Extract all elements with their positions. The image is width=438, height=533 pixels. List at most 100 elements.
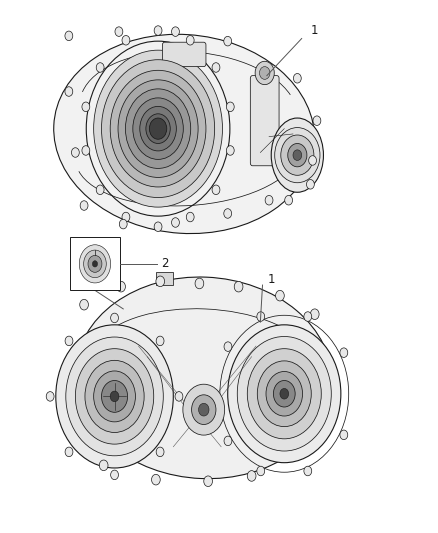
Circle shape — [288, 143, 307, 167]
Circle shape — [122, 212, 130, 222]
Circle shape — [247, 471, 256, 481]
FancyBboxPatch shape — [251, 76, 279, 166]
Circle shape — [237, 336, 331, 451]
Circle shape — [311, 309, 319, 319]
Bar — [156, 272, 173, 285]
Circle shape — [71, 148, 79, 157]
Circle shape — [65, 336, 73, 346]
Circle shape — [102, 381, 127, 413]
Circle shape — [224, 209, 232, 218]
Circle shape — [340, 348, 348, 358]
Ellipse shape — [75, 277, 332, 479]
Circle shape — [110, 70, 206, 187]
Circle shape — [82, 102, 90, 111]
Circle shape — [257, 361, 311, 426]
Circle shape — [154, 26, 162, 35]
Circle shape — [293, 74, 301, 83]
Circle shape — [255, 61, 274, 85]
Circle shape — [110, 391, 119, 402]
Text: 1: 1 — [311, 24, 318, 37]
Circle shape — [224, 36, 232, 46]
Circle shape — [84, 250, 106, 278]
Circle shape — [172, 217, 180, 227]
Circle shape — [191, 395, 216, 424]
Circle shape — [172, 27, 180, 36]
Circle shape — [266, 372, 303, 416]
Circle shape — [156, 276, 165, 287]
Circle shape — [186, 36, 194, 45]
Circle shape — [140, 107, 177, 151]
Circle shape — [340, 430, 348, 440]
Text: 1: 1 — [268, 273, 275, 286]
Circle shape — [88, 255, 102, 272]
Circle shape — [204, 476, 212, 487]
Circle shape — [257, 312, 265, 321]
Circle shape — [80, 201, 88, 211]
Circle shape — [247, 349, 321, 439]
Circle shape — [198, 403, 209, 416]
Circle shape — [304, 312, 312, 321]
Circle shape — [154, 222, 162, 231]
Circle shape — [175, 392, 183, 401]
Circle shape — [96, 63, 104, 72]
Circle shape — [102, 60, 215, 198]
Circle shape — [111, 313, 118, 322]
Circle shape — [281, 135, 314, 175]
Bar — [70, 237, 120, 290]
Circle shape — [117, 281, 125, 292]
Circle shape — [56, 325, 173, 468]
Circle shape — [65, 87, 73, 96]
Circle shape — [313, 116, 321, 125]
Circle shape — [156, 336, 164, 346]
Circle shape — [257, 466, 265, 476]
Circle shape — [280, 389, 289, 399]
Circle shape — [275, 127, 320, 183]
Circle shape — [94, 50, 223, 207]
Circle shape — [259, 67, 270, 79]
Circle shape — [46, 392, 54, 401]
Circle shape — [96, 185, 104, 195]
Circle shape — [212, 63, 220, 72]
Circle shape — [307, 180, 314, 189]
Circle shape — [65, 447, 73, 457]
Circle shape — [80, 300, 88, 310]
Ellipse shape — [54, 34, 314, 233]
Circle shape — [285, 196, 293, 205]
Circle shape — [183, 384, 225, 435]
Circle shape — [156, 447, 164, 457]
Circle shape — [195, 278, 204, 289]
Circle shape — [133, 98, 184, 159]
Circle shape — [152, 474, 160, 485]
Circle shape — [82, 146, 90, 155]
Circle shape — [75, 349, 154, 444]
Circle shape — [186, 212, 194, 222]
Circle shape — [265, 196, 273, 205]
Circle shape — [122, 36, 130, 45]
Text: 2: 2 — [161, 257, 168, 270]
Circle shape — [79, 245, 111, 283]
FancyBboxPatch shape — [162, 42, 206, 67]
Circle shape — [92, 261, 98, 267]
Circle shape — [111, 470, 118, 480]
Circle shape — [276, 290, 284, 301]
Ellipse shape — [271, 118, 323, 192]
Circle shape — [212, 185, 220, 195]
Circle shape — [65, 31, 73, 41]
Circle shape — [224, 436, 232, 446]
Circle shape — [228, 325, 341, 463]
Circle shape — [66, 337, 163, 456]
Circle shape — [304, 466, 312, 476]
Circle shape — [125, 89, 191, 168]
Circle shape — [119, 219, 127, 229]
Circle shape — [224, 342, 232, 351]
Circle shape — [99, 460, 108, 471]
Circle shape — [94, 371, 135, 422]
Circle shape — [234, 281, 243, 292]
Circle shape — [149, 118, 167, 139]
Circle shape — [309, 156, 317, 165]
Circle shape — [273, 381, 295, 407]
Circle shape — [146, 114, 170, 143]
Circle shape — [293, 150, 302, 160]
Circle shape — [85, 360, 144, 432]
Circle shape — [118, 80, 198, 177]
